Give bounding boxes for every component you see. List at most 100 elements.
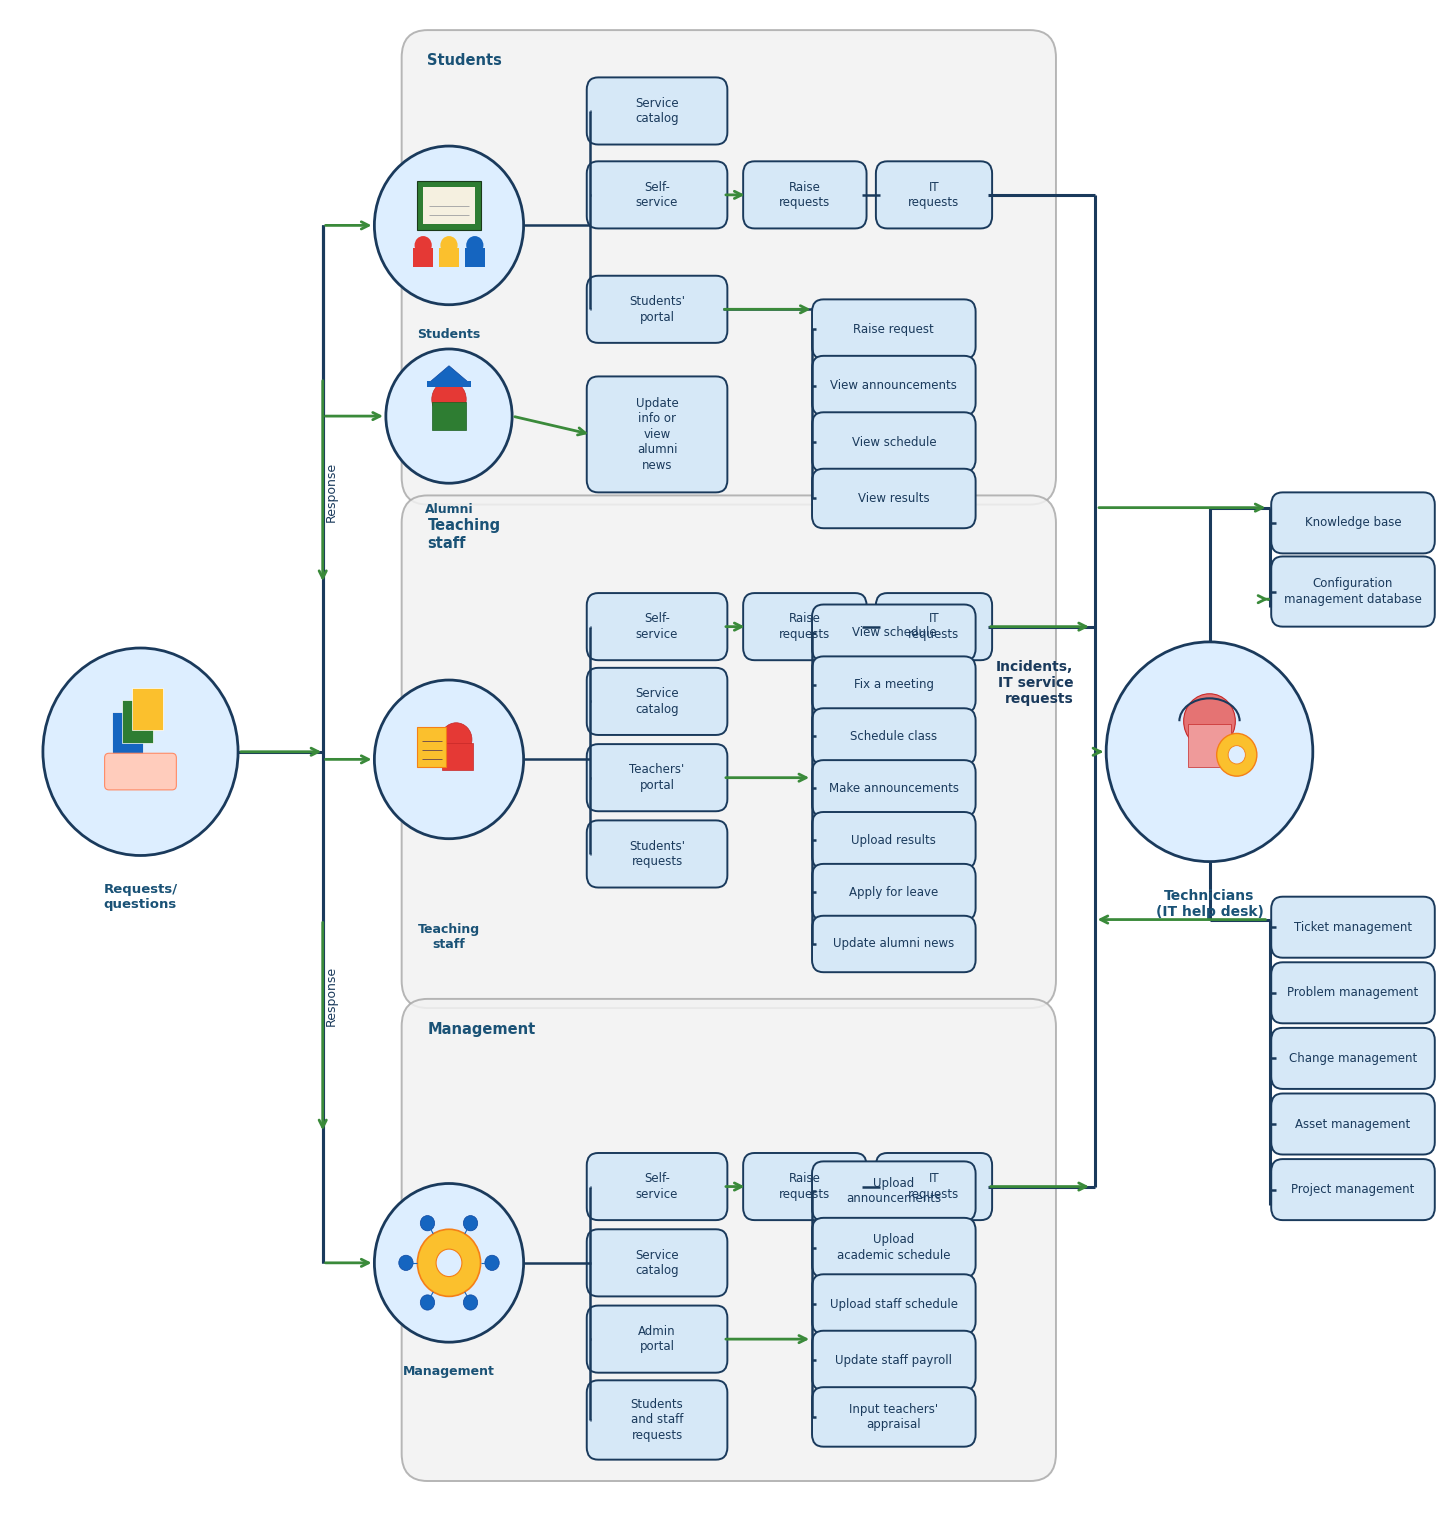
FancyBboxPatch shape [587,667,727,735]
Text: Students
and staff
requests: Students and staff requests [630,1397,683,1442]
Text: Update
info or
view
alumni
news: Update info or view alumni news [636,397,679,472]
FancyBboxPatch shape [402,495,1056,1008]
Text: View results: View results [858,492,929,505]
FancyBboxPatch shape [1272,557,1435,626]
FancyBboxPatch shape [587,161,727,229]
Text: Technicians
(IT help desk): Technicians (IT help desk) [1156,890,1263,919]
FancyBboxPatch shape [812,299,975,359]
FancyBboxPatch shape [812,1218,975,1278]
FancyBboxPatch shape [587,1154,727,1220]
Circle shape [374,680,523,839]
Text: Ticket management: Ticket management [1293,920,1412,934]
Circle shape [418,1229,481,1296]
FancyBboxPatch shape [876,1154,993,1220]
Text: Asset management: Asset management [1295,1117,1410,1131]
Bar [418,727,447,767]
Circle shape [386,348,512,483]
Circle shape [464,1215,478,1230]
FancyBboxPatch shape [402,999,1056,1480]
Text: Knowledge base: Knowledge base [1305,517,1402,529]
FancyBboxPatch shape [1272,1028,1435,1089]
FancyBboxPatch shape [1272,492,1435,554]
FancyBboxPatch shape [812,811,975,868]
FancyBboxPatch shape [812,657,975,713]
Bar [432,402,467,430]
Text: Requests/
questions: Requests/ questions [104,884,178,911]
Text: Schedule class: Schedule class [850,730,938,742]
FancyBboxPatch shape [1272,962,1435,1023]
Circle shape [1217,733,1257,776]
Circle shape [486,1255,499,1270]
Text: Management: Management [428,1022,536,1037]
FancyBboxPatch shape [587,1229,727,1296]
FancyBboxPatch shape [812,1161,975,1221]
FancyBboxPatch shape [812,1387,975,1447]
FancyBboxPatch shape [812,356,975,416]
Circle shape [436,1249,462,1276]
FancyBboxPatch shape [876,594,993,660]
Bar [413,249,434,267]
Circle shape [432,380,467,417]
Bar [1188,724,1231,767]
FancyBboxPatch shape [1272,1094,1435,1155]
Text: Service
catalog: Service catalog [636,1249,679,1278]
FancyBboxPatch shape [104,753,176,790]
Bar [131,687,163,730]
Text: Configuration
management database: Configuration management database [1285,577,1422,606]
Text: Service
catalog: Service catalog [636,687,679,716]
Text: Raise
requests: Raise requests [779,1172,831,1201]
Text: Response: Response [325,966,338,1026]
FancyBboxPatch shape [743,1154,867,1220]
FancyBboxPatch shape [812,469,975,528]
Text: IT
requests: IT requests [909,181,959,209]
Bar [423,187,475,224]
FancyBboxPatch shape [1272,1160,1435,1220]
Text: Make announcements: Make announcements [829,782,959,795]
Text: Students: Students [428,54,503,67]
Text: IT
requests: IT requests [909,1172,959,1201]
Text: Teaching
staff: Teaching staff [418,922,480,951]
FancyBboxPatch shape [402,31,1056,505]
Text: Admin
portal: Admin portal [639,1325,676,1353]
FancyBboxPatch shape [812,916,975,973]
Circle shape [1228,746,1246,764]
Text: Students'
portal: Students' portal [629,295,685,324]
Text: Input teachers'
appraisal: Input teachers' appraisal [850,1402,938,1431]
FancyBboxPatch shape [812,761,975,816]
FancyBboxPatch shape [587,594,727,660]
Text: Service
catalog: Service catalog [636,97,679,126]
Bar [439,249,460,267]
Text: Update staff payroll: Update staff payroll [835,1355,952,1367]
Bar [465,249,486,267]
Circle shape [420,1295,435,1310]
Text: View schedule: View schedule [851,436,936,448]
Text: Self-
service: Self- service [636,181,678,209]
Text: Upload
academic schedule: Upload academic schedule [837,1233,951,1262]
Circle shape [464,1295,478,1310]
FancyBboxPatch shape [812,709,975,765]
Text: Upload staff schedule: Upload staff schedule [829,1298,958,1310]
Text: Apply for leave: Apply for leave [850,885,938,899]
FancyBboxPatch shape [587,1305,727,1373]
Polygon shape [428,365,471,384]
Text: Self-
service: Self- service [636,1172,678,1201]
FancyBboxPatch shape [587,376,727,492]
Text: Upload results: Upload results [851,834,936,847]
Text: Change management: Change management [1289,1052,1418,1065]
Text: Raise
requests: Raise requests [779,181,831,209]
Text: Alumni: Alumni [425,503,474,515]
Bar [111,712,143,755]
FancyBboxPatch shape [587,1381,727,1460]
Circle shape [420,1215,435,1230]
Text: Raise request: Raise request [854,322,935,336]
FancyBboxPatch shape [587,276,727,344]
Text: Problem management: Problem management [1287,986,1419,999]
Text: Project management: Project management [1292,1183,1415,1197]
Bar [428,380,471,387]
Circle shape [467,236,484,255]
FancyBboxPatch shape [812,864,975,920]
FancyBboxPatch shape [812,1330,975,1390]
FancyBboxPatch shape [876,161,993,229]
Text: Students'
requests: Students' requests [629,839,685,868]
Text: View schedule: View schedule [851,626,936,640]
